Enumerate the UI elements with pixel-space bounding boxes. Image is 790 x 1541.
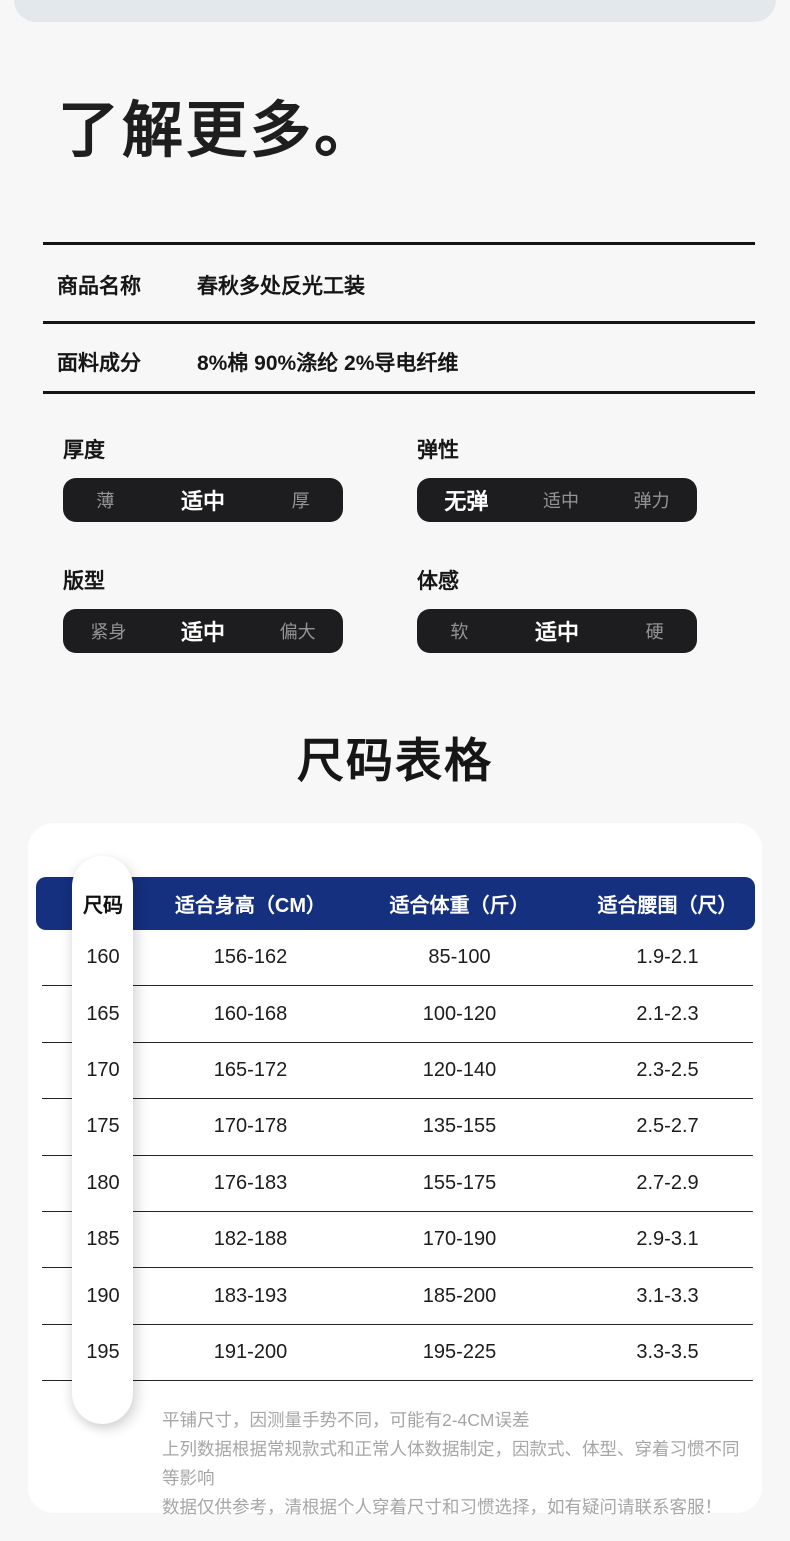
size-table-title: 尺码表格 (297, 734, 493, 787)
cell-size: 190 (86, 1284, 120, 1307)
cell-waist: 2.3-2.5 (636, 1058, 699, 1081)
attr-label: 弹性 (417, 439, 459, 462)
attr-scale-pill: 紧身 适中 偏大 (63, 609, 343, 653)
attr-option: 软 (450, 622, 469, 642)
size-table-card: 尺码 适合身高（CM） 适合体重（斤） 适合腰围（尺） 160 156-162 … (28, 823, 762, 1517)
attr-label: 版型 (63, 570, 105, 593)
cell-weight: 170-190 (422, 1228, 497, 1251)
attr-group-fit: 版型 紧身 适中 偏大 (63, 569, 345, 653)
cell-height: 165-172 (213, 1058, 288, 1081)
cell-height: 182-188 (213, 1228, 288, 1251)
page-title: 了解更多。 (58, 96, 379, 164)
cell-size: 175 (86, 1115, 120, 1138)
cell-weight: 155-175 (422, 1171, 497, 1194)
attr-option-selected: 无弹 (444, 489, 489, 514)
cell-size: 160 (86, 946, 120, 969)
cell-weight: 100-120 (422, 1002, 497, 1025)
cell-size: 170 (86, 1058, 120, 1081)
attr-scale-pill: 薄 适中 厚 (63, 478, 343, 522)
attr-option: 适中 (543, 491, 579, 511)
attr-option: 弹力 (633, 491, 670, 511)
cell-waist: 1.9-2.1 (636, 946, 699, 969)
column-header-size: 尺码 (83, 895, 123, 917)
attr-option-selected: 适中 (180, 620, 225, 645)
note-line: 上列数据根据常规款式和正常人体数据制定，因款式、体型、穿着习惯不同等影响 (162, 1439, 740, 1488)
column-header-weight: 适合体重（斤） (389, 895, 530, 917)
cell-height: 176-183 (213, 1171, 288, 1194)
cell-size: 185 (86, 1228, 120, 1251)
size-column-highlight-pill (72, 856, 133, 1424)
table-header-bar (36, 877, 755, 930)
info-label: 商品名称 (57, 275, 141, 298)
cell-size: 195 (86, 1340, 120, 1363)
table-row: 195 191-200 195-225 3.3-3.5 (42, 1325, 753, 1382)
divider-line (43, 391, 755, 394)
attr-label: 体感 (417, 570, 459, 593)
table-row: 160 156-162 85-100 1.9-2.1 (42, 930, 753, 987)
divider-line (43, 321, 755, 324)
column-header-waist: 适合腰围（尺） (597, 895, 738, 917)
attr-option: 偏大 (279, 622, 316, 642)
cell-height: 156-162 (213, 946, 288, 969)
attr-scale-pill: 软 适中 硬 (417, 609, 697, 653)
table-row: 170 165-172 120-140 2.3-2.5 (42, 1043, 753, 1100)
cell-height: 160-168 (213, 1002, 288, 1025)
attr-option: 紧身 (90, 622, 127, 642)
info-value: 8%棉 90%涤纶 2%导电纤维 (197, 352, 459, 375)
table-row: 165 160-168 100-120 2.1-2.3 (42, 986, 753, 1043)
table-row: 190 183-193 185-200 3.1-3.3 (42, 1268, 753, 1325)
cell-size: 165 (86, 1002, 120, 1025)
attr-option: 硬 (645, 622, 664, 642)
cell-waist: 2.7-2.9 (636, 1171, 699, 1194)
previous-card-bottom-edge (14, 0, 776, 22)
info-label: 面料成分 (57, 352, 141, 375)
attr-group-thickness: 厚度 薄 适中 厚 (63, 438, 345, 522)
note-line: 数据仅供参考，清根据个人穿着尺寸和习惯选择，如有疑问请联系客服！ (162, 1497, 722, 1517)
cell-waist: 2.1-2.3 (636, 1002, 699, 1025)
cell-weight: 195-225 (422, 1340, 497, 1363)
cell-weight: 135-155 (422, 1115, 497, 1138)
attr-label: 厚度 (63, 439, 105, 462)
cell-height: 183-193 (213, 1284, 288, 1307)
cell-waist: 3.3-3.5 (636, 1340, 699, 1363)
table-row: 180 176-183 155-175 2.7-2.9 (42, 1156, 753, 1212)
note-line: 平铺尺寸，因测量手势不同，可能有2-4CM误差 (162, 1410, 530, 1430)
cell-height: 170-178 (213, 1115, 288, 1138)
attr-group-feel: 体感 软 适中 硬 (417, 569, 699, 653)
attr-option: 薄 (96, 491, 115, 511)
attr-scale-pill: 无弹 适中 弹力 (417, 478, 697, 522)
info-row-fabric: 面料成分 8%棉 90%涤纶 2%导电纤维 (0, 350, 790, 378)
cell-waist: 2.9-3.1 (636, 1228, 699, 1251)
divider-line (43, 242, 755, 245)
attr-option: 厚 (291, 491, 310, 511)
cell-weight: 85-100 (428, 946, 491, 969)
attr-group-elasticity: 弹性 无弹 适中 弹力 (417, 438, 699, 522)
attr-option-selected: 适中 (534, 620, 579, 645)
cell-weight: 185-200 (422, 1284, 497, 1307)
info-row-product-name: 商品名称 春秋多处反光工装 (0, 273, 790, 301)
cell-waist: 3.1-3.3 (636, 1284, 699, 1307)
cell-size: 180 (86, 1171, 120, 1194)
attr-option-selected: 适中 (180, 489, 225, 514)
cell-waist: 2.5-2.7 (636, 1115, 699, 1138)
info-value: 春秋多处反光工装 (197, 275, 365, 298)
cell-height: 191-200 (213, 1340, 288, 1363)
table-row: 185 182-188 170-190 2.9-3.1 (42, 1212, 753, 1269)
cell-weight: 120-140 (422, 1058, 497, 1081)
size-table-notes: 平铺尺寸，因测量手势不同，可能有2-4CM误差 上列数据根据常规款式和正常人体数… (162, 1406, 742, 1522)
table-row: 175 170-178 135-155 2.5-2.7 (42, 1099, 753, 1156)
table-header-row: 尺码 适合身高（CM） 适合体重（斤） 适合腰围（尺） (42, 877, 753, 930)
table-body: 160 156-162 85-100 1.9-2.1 165 160-168 1… (42, 930, 753, 1382)
column-header-height: 适合身高（CM） (174, 895, 327, 917)
